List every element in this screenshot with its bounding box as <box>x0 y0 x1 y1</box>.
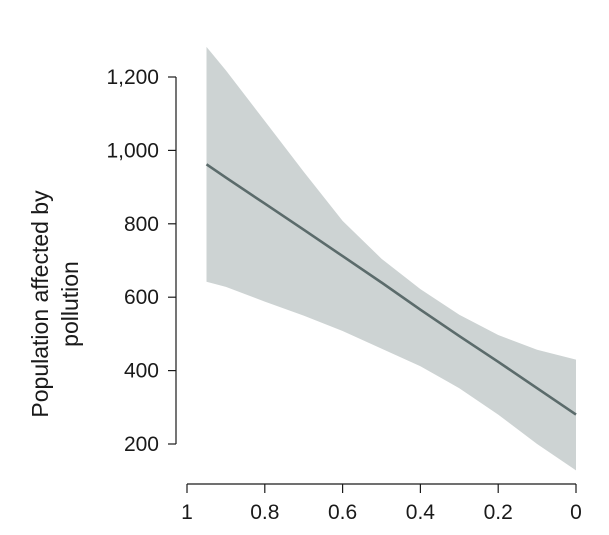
x-tick-label: 1 <box>181 501 193 524</box>
y-tick-label: 400 <box>124 360 159 383</box>
y-axis-title-line: pollution <box>57 261 83 347</box>
x-tick-label: 0 <box>570 501 582 524</box>
y-tick-label: 1,000 <box>106 139 159 162</box>
y-tick-label: 800 <box>124 213 159 236</box>
y-tick-label: 1,200 <box>106 66 159 89</box>
x-axis: 1 0.8 0.6 0.4 0.2 0 <box>181 483 582 524</box>
plot-area <box>205 46 577 471</box>
x-tick-label: 0.8 <box>250 501 279 524</box>
x-tick-label: 0.6 <box>328 501 357 524</box>
confidence-band <box>206 46 576 471</box>
y-axis: 200 400 600 800 1,000 1,200 <box>106 66 177 456</box>
y-tick-label: 600 <box>124 286 159 309</box>
x-tick-label: 0.4 <box>406 501 436 524</box>
y-axis-title: Population affected by pollution <box>27 190 83 418</box>
series-line <box>205 163 577 416</box>
y-tick-label: 200 <box>124 433 159 456</box>
y-axis-title-line: Population affected by <box>27 190 53 418</box>
x-tick-label: 0.2 <box>484 501 513 524</box>
